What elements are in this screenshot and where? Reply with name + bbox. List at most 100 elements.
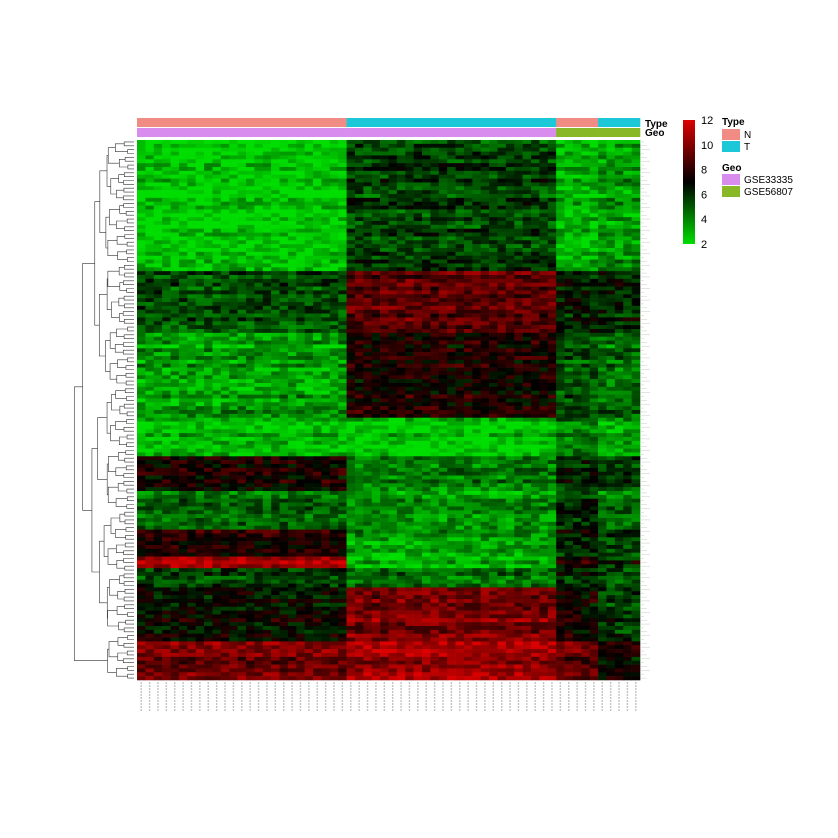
heatmap-cell [329, 278, 339, 284]
heatmap-cell [229, 437, 238, 442]
heatmap-cell [162, 140, 171, 145]
heatmap-cell [447, 159, 456, 164]
heatmap-cell [413, 197, 423, 203]
heatmap-cell [480, 294, 490, 299]
heatmap-cell [497, 444, 507, 449]
heatmap-cell [447, 305, 456, 311]
heatmap-cell [178, 317, 188, 322]
heatmap-cell [581, 147, 590, 152]
heatmap-cell [212, 194, 222, 199]
heatmap-cell [422, 302, 431, 307]
heatmap-cell [145, 294, 155, 299]
heatmap-cell [363, 267, 373, 272]
heatmap-cell [522, 325, 532, 330]
dendrogram-branch [126, 218, 134, 224]
heatmap-cell [547, 271, 557, 276]
heatmap-cell [237, 344, 247, 349]
heatmap-cell [229, 251, 238, 257]
heatmap-cell [413, 402, 423, 407]
heatmap-cell [572, 383, 582, 388]
heatmap-cell [262, 425, 272, 430]
heatmap-cell [204, 375, 213, 380]
heatmap-cell [262, 155, 272, 160]
heatmap-cell [539, 221, 549, 226]
heatmap-cell [606, 313, 616, 318]
heatmap-cell [313, 140, 322, 145]
heatmap-cell [279, 290, 289, 295]
heatmap-cell [514, 278, 523, 284]
heatmap-cell [455, 348, 465, 353]
heatmap-cell [287, 159, 297, 164]
heatmap-cell [254, 440, 264, 446]
heatmap-cell [598, 359, 607, 365]
heatmap-cell [321, 413, 331, 419]
heatmap-cell [237, 437, 247, 442]
heatmap-cell [313, 398, 322, 403]
heatmap-cell [539, 429, 549, 434]
heatmap-cell [212, 329, 222, 334]
heatmap-cell [463, 302, 473, 307]
heatmap-cell [430, 232, 440, 237]
heatmap-cell [539, 201, 549, 206]
heatmap-cell [514, 367, 523, 372]
heatmap-cell [480, 143, 490, 149]
heatmap-cell [564, 386, 574, 392]
heatmap-cell [589, 375, 599, 380]
heatmap-cell [413, 348, 423, 353]
heatmap-cell [514, 336, 523, 341]
heatmap-cell [505, 178, 515, 183]
heatmap-cell [572, 278, 582, 284]
heatmap-cell [489, 217, 498, 222]
heatmap-cell [614, 155, 624, 160]
heatmap-cell [346, 294, 356, 299]
heatmap-cell [589, 267, 599, 272]
heatmap-cell [514, 163, 523, 168]
heatmap-cell [556, 182, 565, 187]
heatmap-cell [388, 278, 398, 284]
heatmap-cell [589, 413, 599, 419]
heatmap-cell [178, 240, 188, 245]
heatmap-cell [598, 140, 607, 145]
heatmap-cell [304, 286, 314, 291]
heatmap-cell [187, 278, 196, 284]
heatmap-cell [447, 429, 456, 434]
heatmap-cell [137, 221, 146, 226]
heatmap-cell [313, 440, 322, 446]
heatmap-cell [522, 298, 532, 303]
heatmap-cell [480, 394, 490, 399]
heatmap-cell [195, 248, 205, 253]
heatmap-cell [522, 386, 532, 392]
heatmap-cell [178, 205, 188, 210]
heatmap-cell [589, 228, 599, 233]
heatmap-cell [547, 348, 557, 353]
heatmap-cell [396, 201, 406, 206]
dendrogram-branch [105, 340, 111, 372]
heatmap-cell [422, 228, 431, 233]
heatmap-cell [413, 232, 423, 237]
heatmap-cell [195, 371, 205, 376]
heatmap-cell [287, 356, 297, 361]
heatmap-cell [204, 309, 213, 314]
heatmap-cell [195, 221, 205, 226]
heatmap-cell [547, 197, 557, 203]
heatmap-cell [564, 263, 574, 268]
heatmap-cell [463, 413, 473, 419]
heatmap-cell [262, 340, 272, 345]
heatmap-cell [346, 224, 356, 230]
heatmap-cell [346, 236, 356, 241]
heatmap-cell [497, 437, 507, 442]
heatmap-cell [556, 174, 565, 179]
heatmap-cell [162, 336, 171, 341]
heatmap-cell [606, 437, 616, 442]
heatmap-cell [497, 248, 507, 253]
heatmap-cell [296, 348, 305, 353]
heatmap-cell [279, 298, 289, 303]
heatmap-cell [153, 174, 163, 179]
heatmap-cell [329, 140, 339, 145]
heatmap-cell [413, 375, 423, 380]
heatmap-cell [313, 379, 322, 384]
heatmap-cell [463, 159, 473, 164]
heatmap-cell [405, 228, 414, 233]
heatmap-cell [522, 174, 532, 179]
heatmap-cell [321, 159, 331, 164]
